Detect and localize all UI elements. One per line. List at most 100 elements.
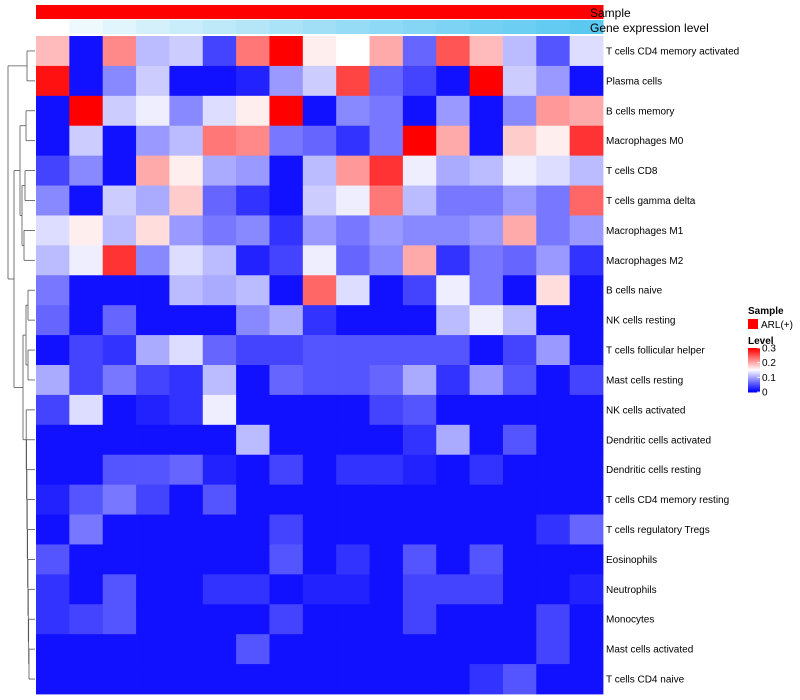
heatmap-cell (169, 394, 204, 426)
heatmap-cell (536, 514, 571, 545)
annotation-cell (69, 5, 104, 19)
heatmap-cell (536, 424, 571, 456)
heatmap-cell (536, 65, 571, 97)
heatmap-cell (436, 125, 470, 157)
heatmap-cell (269, 185, 304, 216)
heatmap-cell (136, 365, 170, 396)
heatmap-cell (569, 185, 604, 216)
heatmap-cell (236, 514, 270, 545)
heatmap-cell (402, 544, 437, 575)
heatmap-cell (102, 544, 137, 575)
legend-tick-label: 0.2 (762, 358, 776, 369)
heatmap-cell (202, 604, 237, 635)
heatmap-cell (236, 484, 270, 515)
heatmap-cell (569, 36, 604, 67)
row-label: T cells CD4 memory resting (606, 495, 729, 506)
annotation-cell (469, 20, 504, 34)
heatmap-cell (169, 454, 204, 486)
heatmap-cell (236, 125, 270, 157)
heatmap-cell (36, 484, 70, 515)
heatmap-cell (436, 245, 470, 276)
heatmap-cell (269, 574, 304, 605)
legend-gradient-step (748, 383, 760, 385)
heatmap-cell (69, 335, 104, 366)
heatmap-cell (136, 454, 170, 486)
heatmap-cell (469, 604, 504, 635)
heatmap-cell (202, 215, 237, 246)
annotation-cell (402, 5, 437, 19)
heatmap-cell (369, 305, 404, 336)
annotation-cell (336, 5, 371, 19)
heatmap-cell (369, 335, 404, 366)
heatmap-cell (536, 454, 571, 486)
heatmap-cell (102, 514, 137, 545)
heatmap-cell (336, 65, 370, 97)
annotation-cell (36, 5, 70, 19)
row-label: B cells memory (606, 106, 674, 117)
heatmap-cell (369, 275, 404, 306)
heatmap-cell (502, 544, 537, 575)
heatmap-cell (136, 36, 170, 67)
heatmap-cell (102, 36, 137, 67)
heatmap-cell (469, 664, 504, 695)
heatmap-cell (402, 394, 437, 426)
annotation-cell (569, 20, 604, 34)
heatmap-cell (136, 155, 170, 186)
heatmap-cell (136, 514, 170, 545)
heatmap-cell (569, 574, 604, 605)
heatmap-cell (436, 36, 470, 67)
heatmap-cell (102, 335, 137, 366)
heatmap-cell (336, 245, 370, 276)
heatmap-cell (569, 634, 604, 665)
heatmap-cell (569, 394, 604, 426)
heatmap-cell (369, 484, 404, 515)
heatmap-cell (336, 514, 370, 545)
heatmap-cell (169, 484, 204, 515)
heatmap-cell (202, 275, 237, 306)
heatmap-cell (302, 365, 337, 396)
heatmap-cell (536, 335, 571, 366)
annotation-cell (336, 20, 371, 34)
legend-sample-swatch (748, 319, 758, 329)
heatmap-cell (536, 215, 571, 246)
annotation-cell (36, 20, 70, 34)
row-label: Dendritic cells activated (606, 435, 711, 446)
heatmap-cell (169, 305, 204, 336)
heatmap-cell (436, 574, 470, 605)
row-label: Macrophages M2 (606, 256, 684, 267)
annotation-cell (136, 5, 170, 19)
heatmap-cell (269, 275, 304, 306)
heatmap-cell (436, 185, 470, 216)
annotation-cell (469, 5, 504, 19)
heatmap-cell (469, 185, 504, 216)
heatmap-cell (236, 544, 270, 575)
heatmap-cell (236, 454, 270, 486)
heatmap-cell (569, 454, 604, 486)
heatmap-cell (536, 125, 571, 157)
heatmap-cell (536, 664, 571, 695)
heatmap-cell (369, 544, 404, 575)
heatmap-cell (69, 215, 104, 246)
heatmap-cell (169, 634, 204, 665)
heatmap-cell (169, 215, 204, 246)
heatmap-cell (502, 514, 537, 545)
heatmap-cell (469, 245, 504, 276)
heatmap-cell (302, 275, 337, 306)
heatmap-cell (336, 36, 370, 67)
heatmap-cell (269, 484, 304, 515)
heatmap-cell (302, 574, 337, 605)
heatmap-cell (236, 664, 270, 695)
heatmap-cell (369, 604, 404, 635)
heatmap-cell (302, 95, 337, 127)
legend-sample-title: Sample (748, 306, 784, 317)
heatmap-cell (502, 484, 537, 515)
heatmap-cell (436, 664, 470, 695)
legend-gradient-step (748, 360, 760, 362)
heatmap-cell (302, 544, 337, 575)
heatmap-cell (236, 155, 270, 186)
legend-gradient-step (748, 364, 760, 367)
heatmap-cell (436, 514, 470, 545)
legend-gradient-step (748, 352, 760, 354)
row-label: Macrophages M0 (606, 136, 684, 147)
heatmap-cell (502, 125, 537, 157)
